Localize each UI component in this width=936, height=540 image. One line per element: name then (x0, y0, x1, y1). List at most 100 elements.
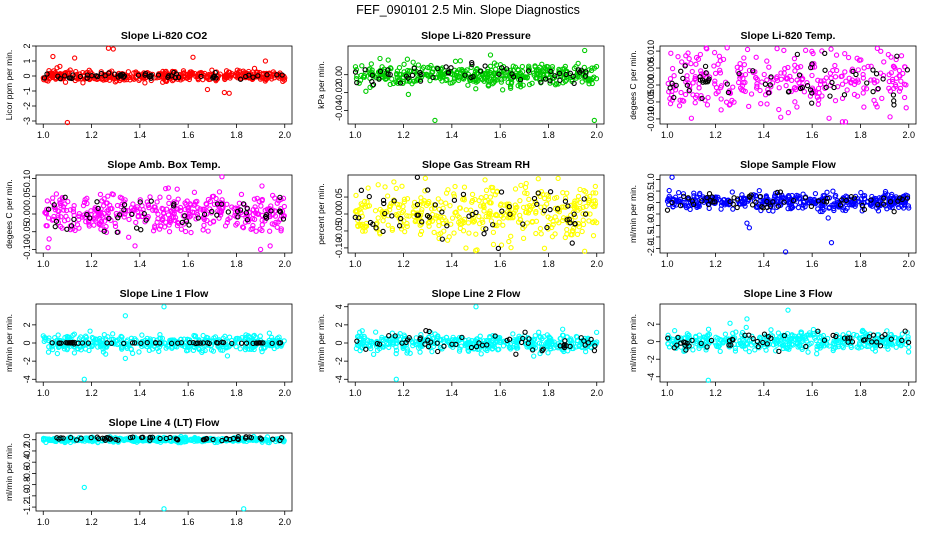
panel-slope-li-820-co2-all-point (106, 77, 113, 83)
panel-slope-li-820-pressure-all-point (377, 55, 383, 62)
panel-slope-line-3-flow-subset-point (683, 347, 689, 353)
panel-slope-sample-flow-xtick-label: 2.0 (902, 259, 915, 269)
panel-slope-line-3-flow-all-point (795, 344, 801, 350)
panel-slope-li-820-temp-all-point (668, 50, 674, 56)
panel-slope-amb-box-temp-all-point (55, 208, 61, 214)
panel-slope-sample-flow-all-point (800, 199, 807, 206)
panel-slope-li-820-temp-all-point (783, 82, 789, 89)
panel-slope-line-3-flow-all-point (884, 343, 890, 350)
panel-slope-line-2-flow-subset-point (578, 335, 584, 341)
panel-slope-gas-stream-rh-all-point (585, 197, 592, 204)
panel-slope-line-1-flow-subset-point (243, 340, 250, 346)
panel-slope-line-3-flow-subset-point (821, 337, 828, 343)
panel-slope-li-820-temp-subset-point (894, 53, 900, 59)
panel-slope-line-2-flow-all-point (474, 336, 480, 342)
panel-slope-li-820-temp-all-point (891, 64, 897, 70)
panel-slope-gas-stream-rh-all-point (590, 219, 596, 226)
panel-slope-li-820-temp-all-point (902, 64, 908, 70)
panel-slope-line-1-flow-all-point (200, 332, 206, 339)
panel-slope-li-820-pressure-subset-point (547, 78, 553, 84)
panel-slope-li-820-pressure-subset-point (445, 69, 452, 75)
panel-slope-amb-box-temp-all-point (134, 206, 140, 212)
panel-slope-line-2-flow-all-point (372, 329, 379, 335)
panel-slope-gas-stream-rh-all-point (590, 233, 597, 239)
panel-slope-sample-flow-all-point (832, 194, 838, 200)
panel-slope-line-2-flow-all-point (440, 336, 446, 342)
panel-slope-li-820-pressure-all-point (473, 77, 479, 83)
panel-slope-gas-stream-rh-xtick-label: 1.4 (446, 259, 459, 269)
panel-slope-li-820-pressure-subset-point (369, 78, 375, 85)
panel-slope-line-3-flow-xtick-label: 1.8 (854, 388, 867, 398)
panel-slope-gas-stream-rh-all-point (393, 185, 399, 192)
panel-slope-sample-flow-subset-point (748, 192, 754, 198)
panel-slope-gas-stream-rh-subset-point (566, 216, 572, 222)
panel-slope-line-2-flow-subset-point (423, 328, 429, 334)
panel-slope-gas-stream-rh-all-point (417, 231, 424, 238)
panel-slope-sample-flow-all-point (875, 208, 882, 214)
panel-slope-amb-box-temp-all-point (92, 212, 98, 218)
panel-slope-sample-flow-all-point (680, 191, 687, 197)
panel-slope-sample-flow-subset-point (774, 189, 780, 196)
panel-slope-li-820-temp-subset-point (809, 90, 815, 96)
panel-slope-gas-stream-rh-outlier-point (555, 175, 561, 182)
panel-slope-li-820-pressure-all-point (449, 80, 455, 86)
panel-slope-gas-stream-rh-all-point (518, 182, 524, 188)
panel-slope-li-820-temp-xtick-label: 1.6 (806, 130, 819, 140)
panel-slope-line-4-lt-flow-xtick-label: 1.6 (182, 517, 195, 527)
panel-slope-amb-box-temp-all-point (65, 198, 71, 205)
panel-slope-li-820-co2-xtick-label: 2.0 (278, 130, 291, 140)
panel-slope-li-820-temp-all-point (832, 62, 838, 69)
panel-slope-li-820-temp-all-point (839, 119, 846, 125)
panel-slope-line-4-lt-flow-subset-point (173, 436, 179, 442)
panel-slope-li-820-temp-all-point (735, 79, 742, 86)
panel-slope-line-4-lt-flow-outlier-point (81, 484, 87, 491)
panel-slope-line-2-flow-xtick-label: 1.2 (397, 388, 410, 398)
panel-slope-li-820-temp-ytick-label: 0.010 (646, 40, 656, 63)
panel-slope-line-1-flow-all-point (86, 347, 92, 354)
panel-slope-li-820-temp-subset-point (870, 88, 876, 95)
panel-slope-sample-flow-ytick-label: -1.0 (646, 218, 656, 234)
panel-slope-amb-box-temp-xtick-label: 1.4 (134, 259, 147, 269)
panel-slope-li-820-pressure-all-point (537, 73, 543, 79)
panel-slope-sample-flow-subset-point (815, 198, 822, 204)
panel-slope-amb-box-temp-all-point (269, 192, 276, 199)
panel-slope-gas-stream-rh-subset-point (366, 193, 372, 200)
panel-slope-amb-box-temp-ytick-label: -0.10 (22, 239, 32, 260)
panel-slope-gas-stream-rh-all-point (522, 184, 529, 191)
panel-slope-sample-flow-all-point (844, 205, 850, 211)
panel-slope-line-2-flow-xtick-label: 1.0 (349, 388, 362, 398)
panel-slope-amb-box-temp-all-point (83, 218, 89, 225)
panel-slope-amb-box-temp-xtick-label: 1.6 (182, 259, 195, 269)
panel-slope-gas-stream-rh-all-point (360, 228, 366, 234)
panel-slope-gas-stream-rh-all-point (476, 213, 482, 220)
panel-slope-amb-box-temp-all-point (105, 193, 111, 199)
panel-slope-li-820-pressure-subset-point (409, 72, 416, 78)
panel-slope-sample-flow-all-point (753, 204, 759, 210)
panel-slope-amb-box-temp-subset-point (280, 216, 287, 222)
panel-slope-amb-box-temp-all-point (191, 189, 198, 195)
panel-slope-amb-box-temp-all-point (44, 198, 50, 204)
panel-slope-sample-flow-subset-point (706, 190, 713, 197)
panel-slope-amb-box-temp-all-point (128, 205, 135, 211)
panel-slope-li-820-temp-all-point (669, 65, 676, 72)
panel-slope-line-3-flow-outlier-point (705, 377, 711, 383)
panel-slope-gas-stream-rh-all-point (530, 219, 536, 225)
panel-slope-line-2-flow-subset-point (476, 340, 482, 346)
panel-slope-li-820-pressure-subset-point (503, 66, 510, 72)
panel-slope-line-1-flow-all-point (54, 350, 61, 357)
panel-slope-gas-stream-rh-subset-point (547, 206, 553, 213)
panel-slope-li-820-temp-all-point (865, 63, 871, 70)
panel-slope-sample-flow-subset-point (681, 193, 687, 199)
panel-slope-line-1-flow-outlier-point (122, 355, 129, 362)
panel-slope-li-820-co2-all-point (73, 68, 79, 75)
panel-slope-li-820-pressure-all-point (593, 76, 600, 82)
panel-slope-li-820-temp-all-point (832, 74, 839, 80)
panel-slope-gas-stream-rh-all-point (550, 222, 556, 228)
panel-slope-line-1-flow-subset-point (215, 340, 221, 346)
panel-slope-line-4-lt-flow-subset-point (60, 435, 66, 441)
panel-slope-line-4-lt-flow-subset-point (242, 435, 249, 441)
panel-slope-li-820-temp-all-point (888, 54, 894, 60)
panel-slope-line-3-flow-subset-point (833, 333, 839, 340)
panel-slope-sample-flow-outlier-point (828, 240, 835, 246)
panel-slope-li-820-temp-all-point (792, 68, 798, 74)
